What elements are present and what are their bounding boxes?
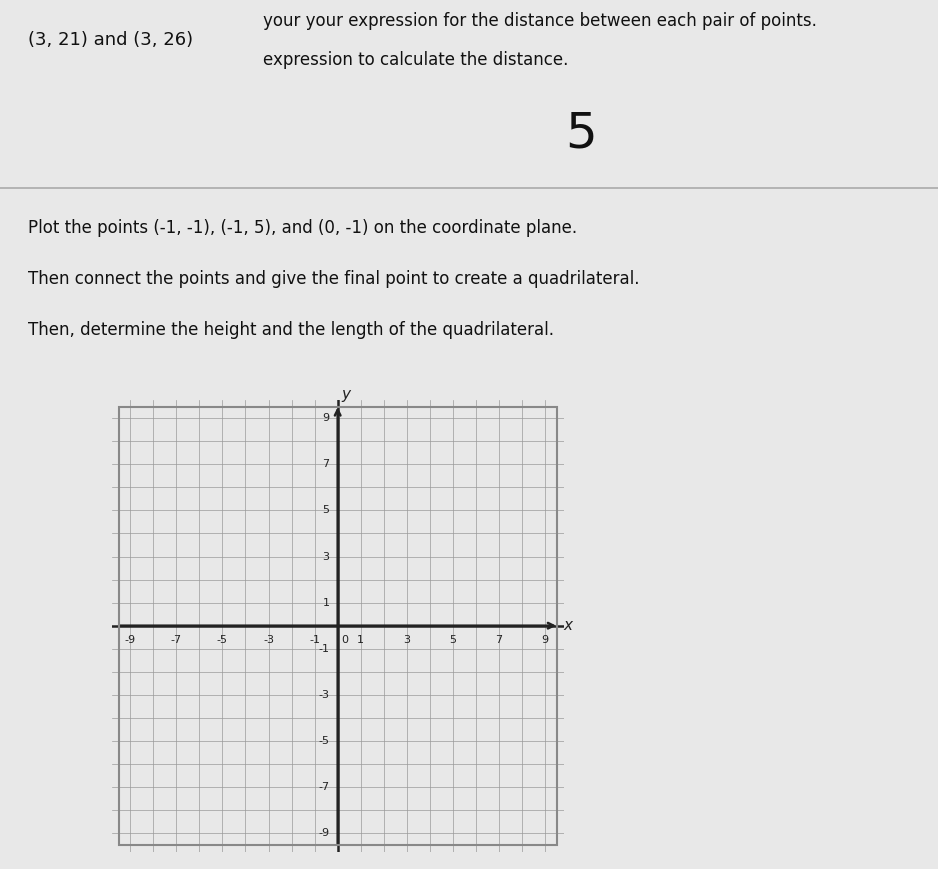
Text: -3: -3 <box>319 690 329 700</box>
Text: 9: 9 <box>541 635 549 645</box>
Text: -1: -1 <box>310 635 320 645</box>
Text: -1: -1 <box>319 644 329 653</box>
Text: Then, determine the height and the length of the quadrilateral.: Then, determine the height and the lengt… <box>28 321 554 339</box>
Text: 5: 5 <box>566 109 598 157</box>
Text: -3: -3 <box>263 635 274 645</box>
Text: 1: 1 <box>323 598 329 607</box>
Text: 3: 3 <box>323 552 329 561</box>
Text: 7: 7 <box>495 635 503 645</box>
Text: -9: -9 <box>125 635 136 645</box>
Text: 1: 1 <box>357 635 364 645</box>
Text: 5: 5 <box>323 506 329 515</box>
Text: (3, 21) and (3, 26): (3, 21) and (3, 26) <box>28 31 193 50</box>
Text: 3: 3 <box>403 635 410 645</box>
Text: -5: -5 <box>319 736 329 746</box>
Text: Then connect the points and give the final point to create a quadrilateral.: Then connect the points and give the fin… <box>28 269 640 288</box>
Text: Plot the points (-1, -1), (-1, 5), and (0, -1) on the coordinate plane.: Plot the points (-1, -1), (-1, 5), and (… <box>28 219 577 237</box>
Text: -9: -9 <box>319 828 329 839</box>
Text: 9: 9 <box>323 413 329 423</box>
Text: 5: 5 <box>449 635 457 645</box>
Text: x: x <box>564 618 572 634</box>
Text: 0: 0 <box>341 635 348 645</box>
Text: 7: 7 <box>323 460 329 469</box>
Text: your your expression for the distance between each pair of points.: your your expression for the distance be… <box>263 11 816 30</box>
Text: -5: -5 <box>217 635 228 645</box>
Text: y: y <box>341 387 350 402</box>
Text: -7: -7 <box>319 782 329 792</box>
Text: expression to calculate the distance.: expression to calculate the distance. <box>263 50 568 69</box>
Text: -7: -7 <box>171 635 182 645</box>
